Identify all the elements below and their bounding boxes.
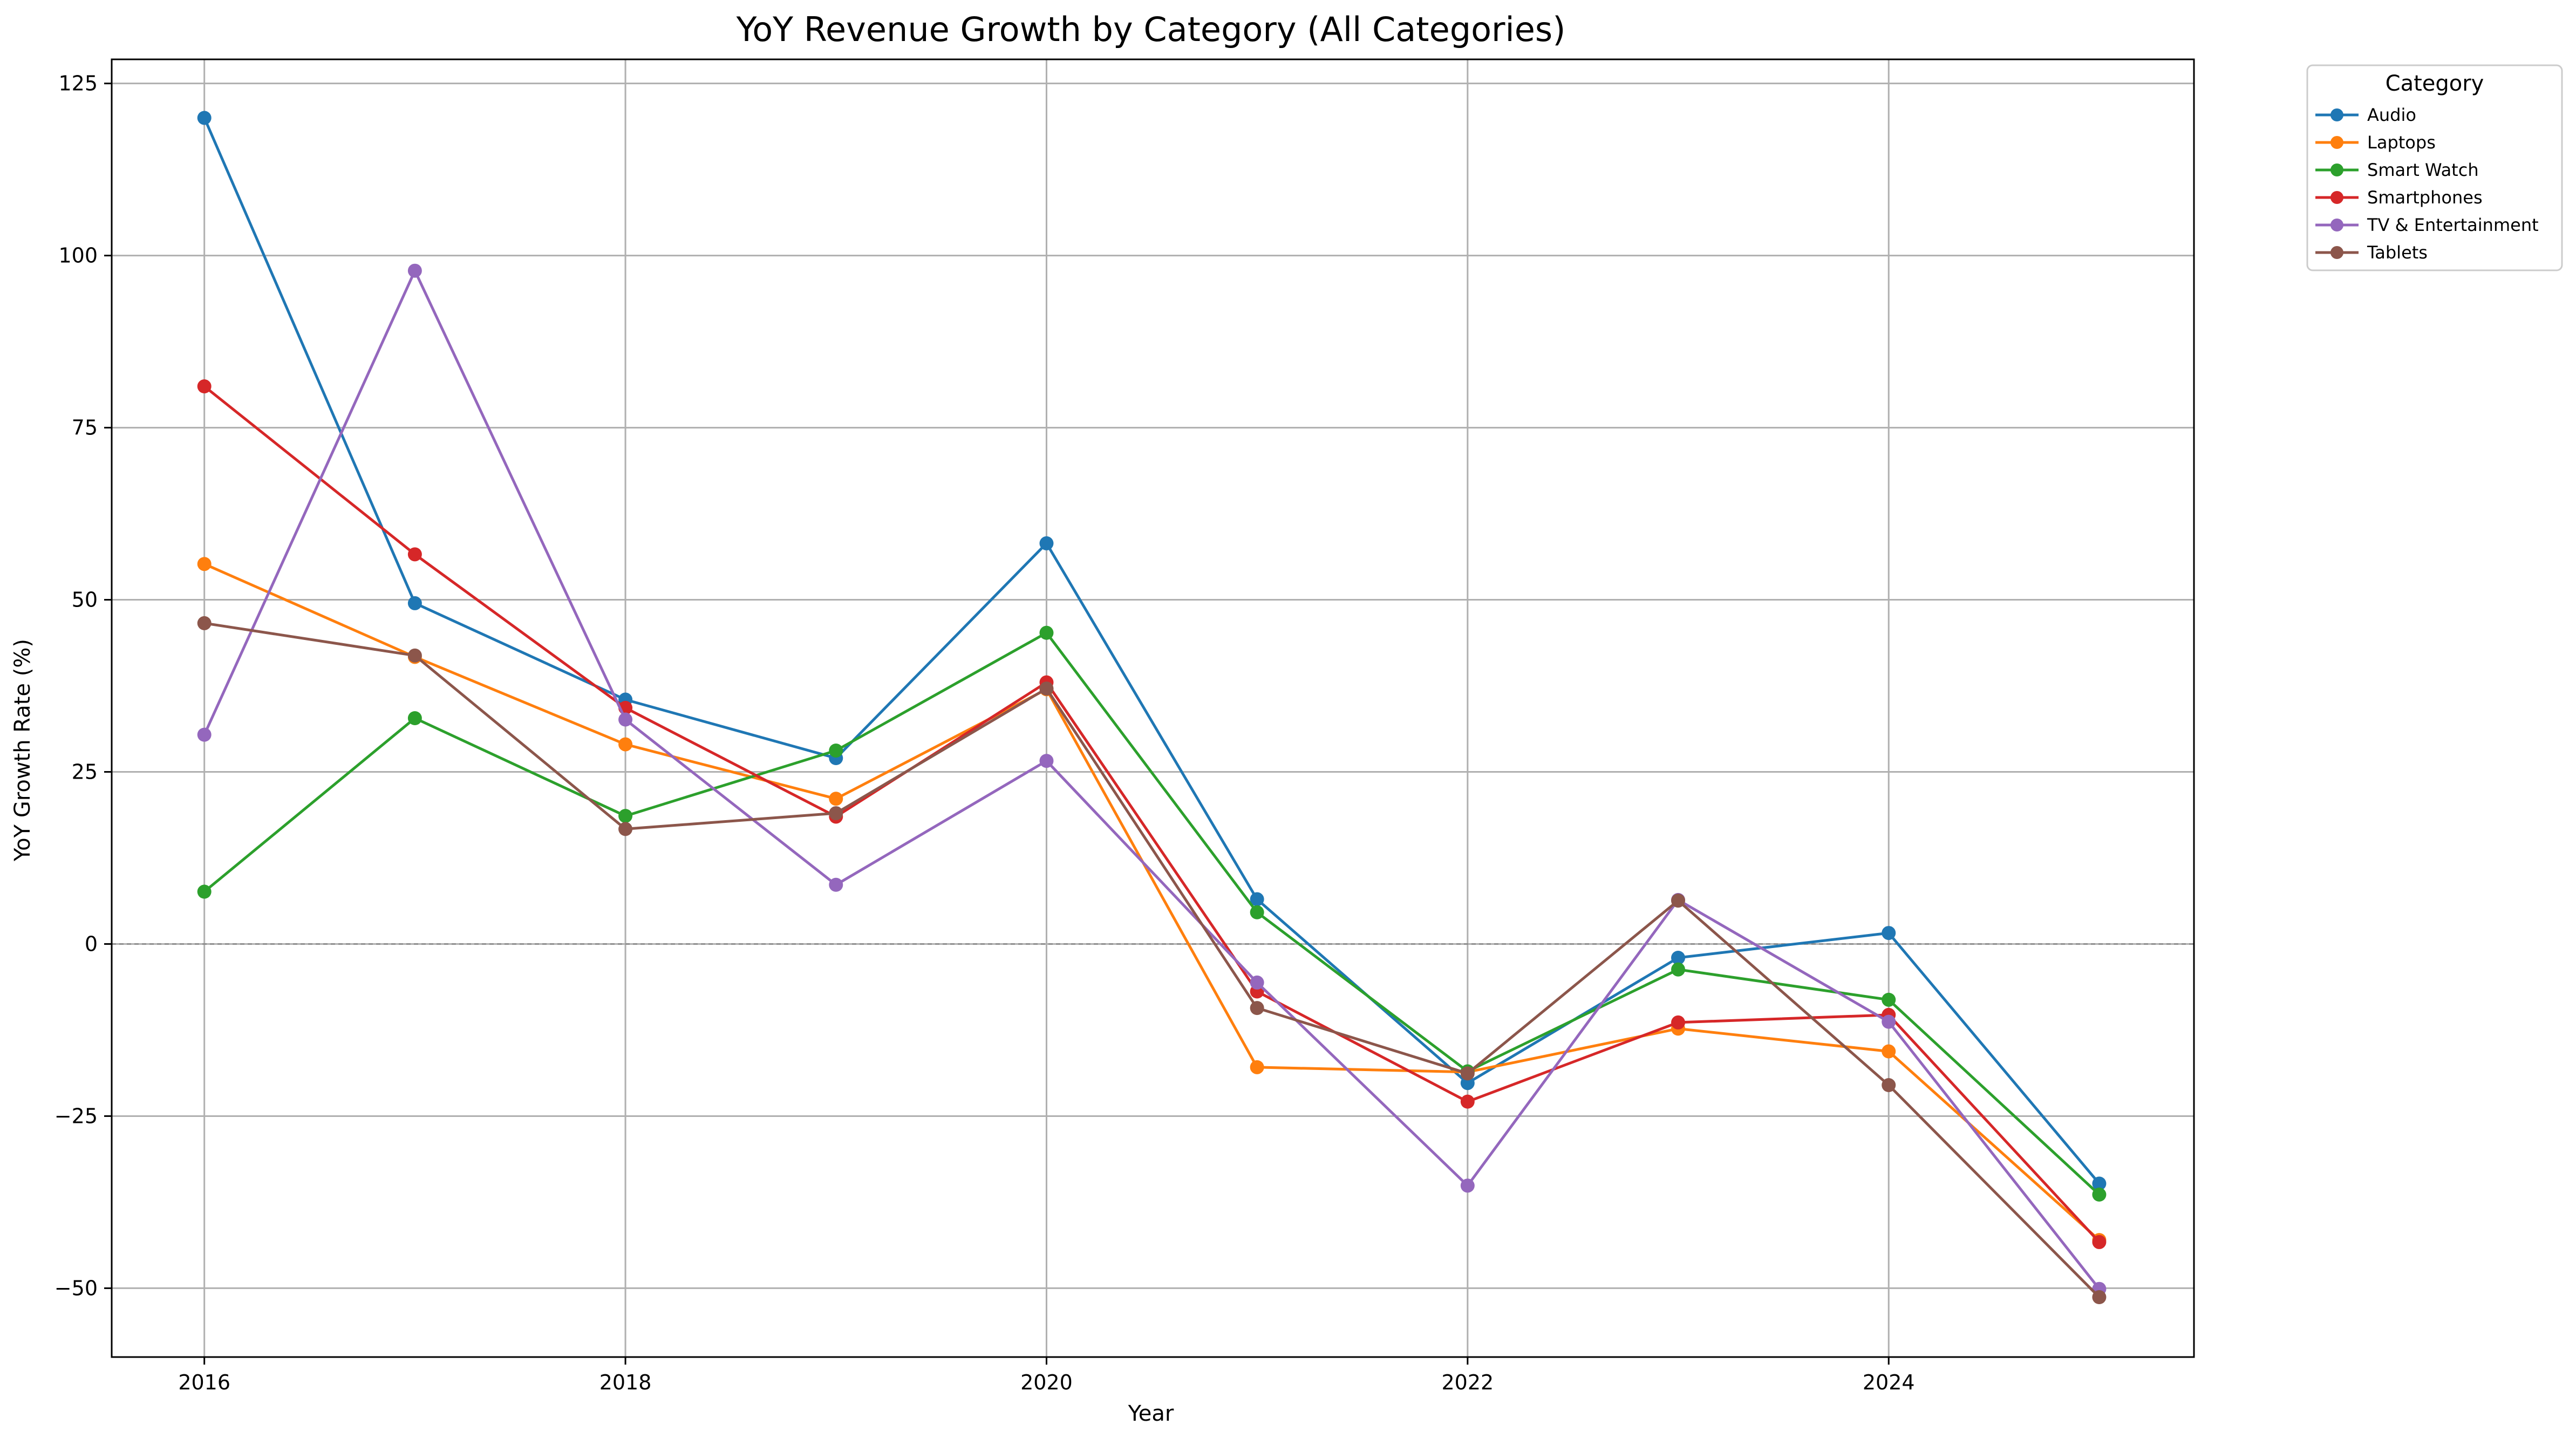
legend-swatch-marker xyxy=(2330,191,2343,204)
data-point xyxy=(1039,754,1054,768)
series-line xyxy=(203,117,2101,1185)
legend-item: Tablets xyxy=(2315,242,2428,263)
legend-frame xyxy=(2306,64,2563,271)
y-tick-label: 50 xyxy=(72,588,98,612)
legend-item: TV & Entertainment xyxy=(2315,215,2539,235)
legend-title: Category xyxy=(2386,71,2484,96)
legend-swatch-marker xyxy=(2330,246,2343,259)
x-tick-label: 2022 xyxy=(1441,1371,1494,1394)
data-point xyxy=(1671,1015,1686,1030)
data-point xyxy=(618,822,633,836)
data-point xyxy=(407,263,422,278)
data-point xyxy=(2092,1176,2107,1191)
chart-title: YoY Revenue Growth by Category (All Cate… xyxy=(736,10,1566,49)
legend-label: Tablets xyxy=(2367,242,2428,263)
data-point xyxy=(1460,1094,1475,1109)
legend-swatch-marker xyxy=(2330,219,2343,231)
y-tick-label: 25 xyxy=(72,760,98,784)
series-line xyxy=(203,562,2101,1241)
data-point xyxy=(1250,905,1264,919)
series-tablets xyxy=(197,616,2107,1304)
legend-item: Smartphones xyxy=(2315,187,2483,208)
x-tick-label: 2024 xyxy=(1863,1371,1915,1394)
legend-item: Laptops xyxy=(2315,132,2436,153)
x-axis-label: Year xyxy=(1128,1401,1174,1426)
y-tick-label: −25 xyxy=(54,1104,98,1128)
data-point xyxy=(1039,536,1054,550)
data-point xyxy=(1039,681,1054,696)
data-point xyxy=(197,379,212,394)
legend-swatch-marker xyxy=(2330,136,2343,149)
plot-frame xyxy=(111,58,2195,1358)
y-tick-label: 100 xyxy=(58,244,98,268)
series-line xyxy=(203,269,2101,1290)
data-point xyxy=(2092,1290,2107,1304)
y-tick-label: −50 xyxy=(54,1276,98,1300)
data-point xyxy=(829,743,843,758)
data-point xyxy=(407,648,422,663)
data-point xyxy=(197,557,212,571)
legend-label: Smartphones xyxy=(2367,187,2483,208)
series-audio xyxy=(197,111,2107,1191)
legend: Category Audio Laptops Smart Watch Smartpho… xyxy=(2306,64,2563,271)
data-point xyxy=(829,806,843,821)
data-point xyxy=(1460,1076,1475,1090)
y-tick-label: 125 xyxy=(58,72,98,96)
tick-labels: 2016 2018 2020 2022 2024 −50 −25 0 25 50 75 100 125 xyxy=(54,72,1915,1394)
data-point xyxy=(618,712,633,727)
axes xyxy=(111,58,2195,1358)
data-point xyxy=(407,711,422,725)
x-tick-label: 2016 xyxy=(178,1371,230,1394)
legend-swatch-marker xyxy=(2330,108,2343,121)
data-point xyxy=(197,616,212,630)
data-point xyxy=(1039,625,1054,640)
x-tick-label: 2020 xyxy=(1020,1371,1073,1394)
legend-label: Laptops xyxy=(2367,132,2436,153)
data-point xyxy=(829,877,843,892)
data-point xyxy=(2092,1187,2107,1202)
data-point xyxy=(407,596,422,610)
data-point xyxy=(1671,951,1686,965)
data-point xyxy=(1250,975,1264,990)
data-point xyxy=(618,809,633,823)
data-point xyxy=(618,737,633,752)
data-point xyxy=(1882,926,1896,940)
data-point xyxy=(1882,1014,1896,1029)
x-tick-label: 2018 xyxy=(599,1371,652,1394)
data-point xyxy=(1671,894,1686,908)
legend-label: Audio xyxy=(2367,105,2416,125)
data-point xyxy=(197,884,212,899)
data-point xyxy=(1460,1178,1475,1193)
data-point xyxy=(1250,892,1264,906)
data-point xyxy=(1882,1078,1896,1093)
data-point xyxy=(1882,1044,1896,1059)
data-point xyxy=(829,792,843,806)
legend-label: TV & Entertainment xyxy=(2367,215,2539,235)
legend-swatch-marker xyxy=(2330,163,2343,176)
series-line xyxy=(204,622,2101,1298)
y-tick-label: 75 xyxy=(72,416,98,440)
data-point xyxy=(1460,1066,1475,1081)
y-tick-label: 0 xyxy=(85,932,98,956)
data-point xyxy=(407,547,422,562)
series-line xyxy=(203,385,2101,1243)
data-point xyxy=(1671,962,1686,977)
data-point xyxy=(197,727,212,742)
legend-label: Smart Watch xyxy=(2367,160,2479,180)
y-axis-label: YoY Growth Rate (%) xyxy=(10,639,35,862)
data-point xyxy=(197,111,212,125)
data-point xyxy=(1882,992,1896,1007)
data-point xyxy=(1250,1001,1264,1015)
data-point xyxy=(2092,1235,2107,1249)
series-lines xyxy=(197,111,2107,1304)
legend-item: Audio xyxy=(2315,105,2416,125)
series-line xyxy=(203,631,2101,1196)
series-tv-entertainment xyxy=(197,263,2107,1296)
legend-item: Smart Watch xyxy=(2315,160,2479,180)
data-point xyxy=(1250,1060,1264,1074)
